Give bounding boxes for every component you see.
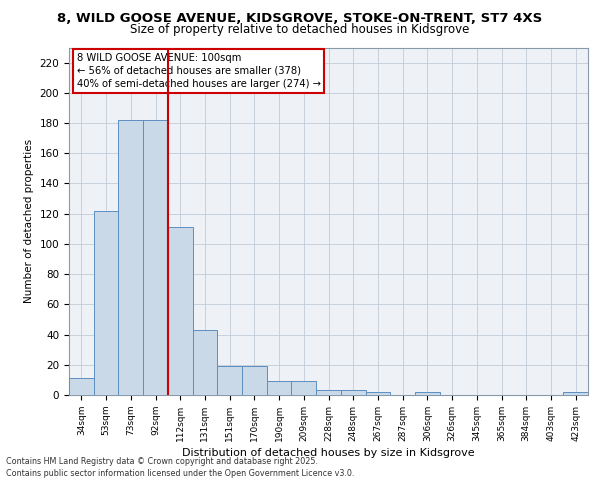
Bar [292, 382, 316, 395]
Text: Contains public sector information licensed under the Open Government Licence v3: Contains public sector information licen… [6, 468, 355, 477]
Bar [563, 392, 588, 395]
Bar [94, 210, 118, 395]
Text: Contains HM Land Registry data © Crown copyright and database right 2025.: Contains HM Land Registry data © Crown c… [6, 458, 318, 466]
Bar [316, 390, 341, 395]
Bar [365, 392, 390, 395]
Bar [242, 366, 267, 395]
Text: Size of property relative to detached houses in Kidsgrove: Size of property relative to detached ho… [130, 22, 470, 36]
Bar [267, 382, 292, 395]
Bar [143, 120, 168, 395]
X-axis label: Distribution of detached houses by size in Kidsgrove: Distribution of detached houses by size … [182, 448, 475, 458]
Bar [118, 120, 143, 395]
Bar [168, 228, 193, 395]
Bar [341, 390, 365, 395]
Text: 8 WILD GOOSE AVENUE: 100sqm
← 56% of detached houses are smaller (378)
40% of se: 8 WILD GOOSE AVENUE: 100sqm ← 56% of det… [77, 52, 321, 89]
Bar [217, 366, 242, 395]
Bar [193, 330, 217, 395]
Text: 8, WILD GOOSE AVENUE, KIDSGROVE, STOKE-ON-TRENT, ST7 4XS: 8, WILD GOOSE AVENUE, KIDSGROVE, STOKE-O… [58, 12, 542, 26]
Bar [69, 378, 94, 395]
Bar [415, 392, 440, 395]
Y-axis label: Number of detached properties: Number of detached properties [24, 139, 34, 304]
